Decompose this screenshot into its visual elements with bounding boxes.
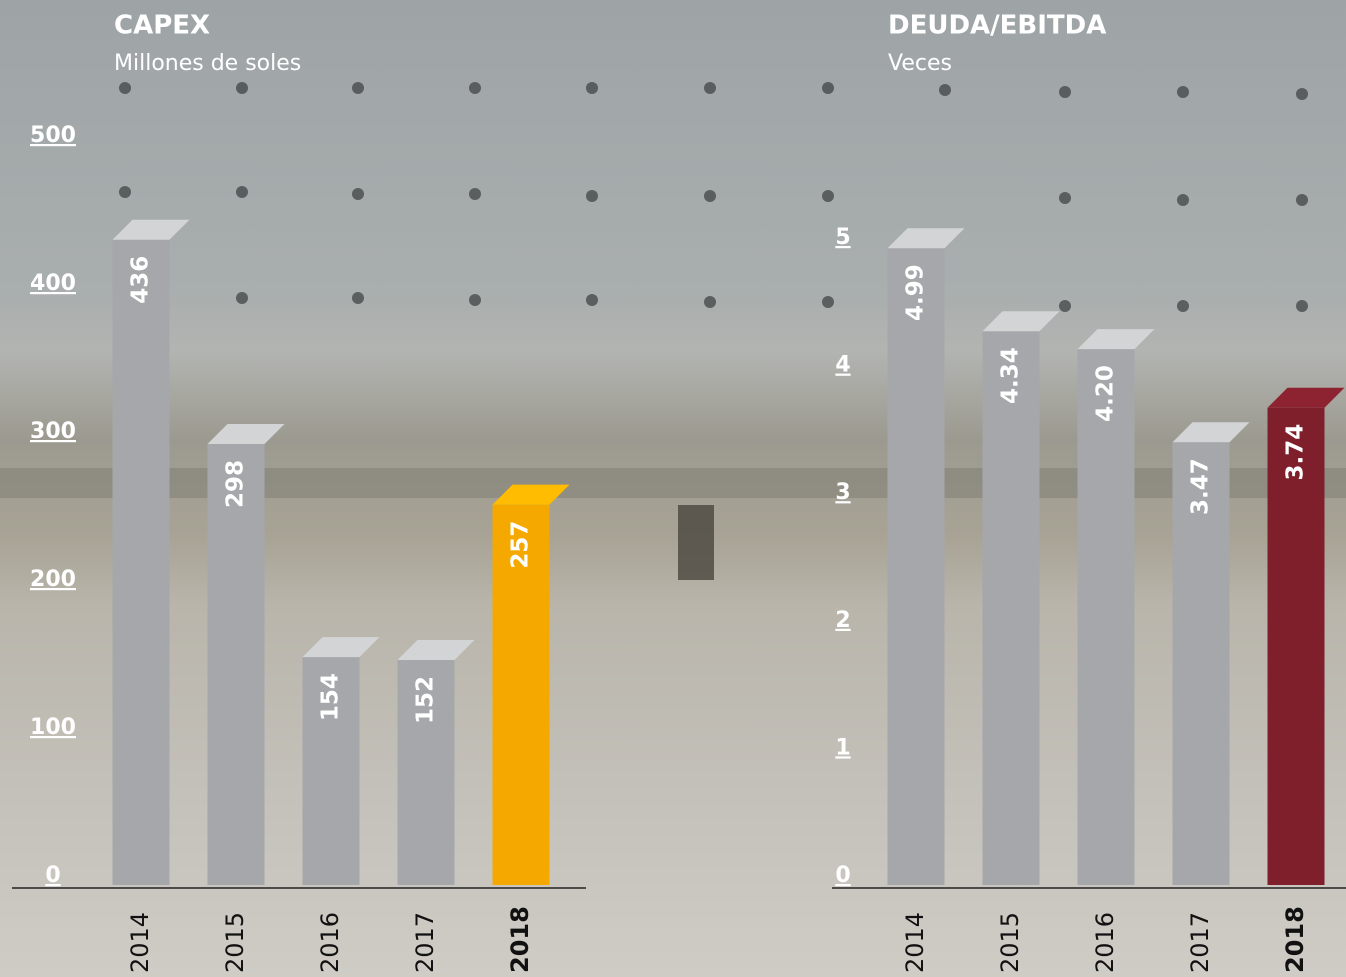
bar-cap [983, 311, 1060, 331]
page: CAPEXMillones de soles010020030040050043… [0, 0, 1346, 977]
chart-subtitle: Veces [888, 51, 952, 76]
y-tick-label: 200 [30, 567, 76, 592]
y-tick-label: 100 [30, 715, 76, 740]
x-tick-label: 2014 [901, 912, 929, 973]
bar [208, 444, 265, 885]
bar-cap [888, 228, 965, 248]
wall-band [0, 468, 1346, 498]
x-tick-label: 2018 [1281, 906, 1309, 973]
chart-title: CAPEX [114, 11, 210, 41]
value-label: 154 [318, 673, 344, 721]
y-tick-label: 3 [835, 480, 850, 505]
bar-cap [113, 220, 190, 240]
bar-cap [208, 424, 285, 444]
x-tick-label: 2015 [996, 912, 1024, 973]
y-tick-label: 1 [835, 735, 850, 760]
x-tick-label: 2016 [316, 912, 344, 973]
bar-cap [1268, 388, 1345, 408]
bar [113, 240, 170, 885]
x-tick-label: 2016 [1091, 912, 1119, 973]
x-tick-label: 2017 [411, 912, 439, 973]
x-tick-label: 2017 [1186, 912, 1214, 973]
value-label: 257 [508, 521, 534, 569]
bar-cap [303, 637, 380, 657]
y-tick-label: 400 [30, 271, 76, 296]
y-tick-label: 300 [30, 419, 76, 444]
value-label: 298 [223, 460, 249, 508]
value-label: 4.99 [903, 264, 929, 321]
y-tick-label: 500 [30, 123, 76, 148]
chart-title: DEUDA/EBITDA [888, 11, 1106, 41]
bar [983, 331, 1040, 885]
y-tick-label: 4 [835, 353, 850, 378]
bar-cap [1078, 329, 1155, 349]
bar-cap [1173, 422, 1250, 442]
chart-subtitle: Millones de soles [114, 51, 301, 76]
value-label: 152 [413, 676, 439, 724]
bar-cap [398, 640, 475, 660]
wall-slot [678, 505, 714, 580]
x-tick-label: 2018 [506, 906, 534, 973]
x-tick-label: 2014 [126, 912, 154, 973]
charts: CAPEXMillones de soles010020030040050043… [0, 0, 1346, 977]
x-tick-label: 2015 [221, 912, 249, 973]
value-label: 4.20 [1093, 365, 1119, 422]
bar [888, 248, 945, 885]
y-tick-label: 5 [835, 225, 850, 250]
dots [119, 82, 1308, 312]
y-tick-label: 0 [835, 863, 850, 888]
value-label: 3.74 [1283, 424, 1309, 481]
y-tick-label: 0 [45, 863, 60, 888]
y-tick-label: 2 [835, 608, 850, 633]
value-label: 4.34 [998, 347, 1024, 404]
value-label: 436 [128, 256, 154, 304]
value-label: 3.47 [1188, 458, 1214, 515]
bar [1078, 349, 1135, 885]
